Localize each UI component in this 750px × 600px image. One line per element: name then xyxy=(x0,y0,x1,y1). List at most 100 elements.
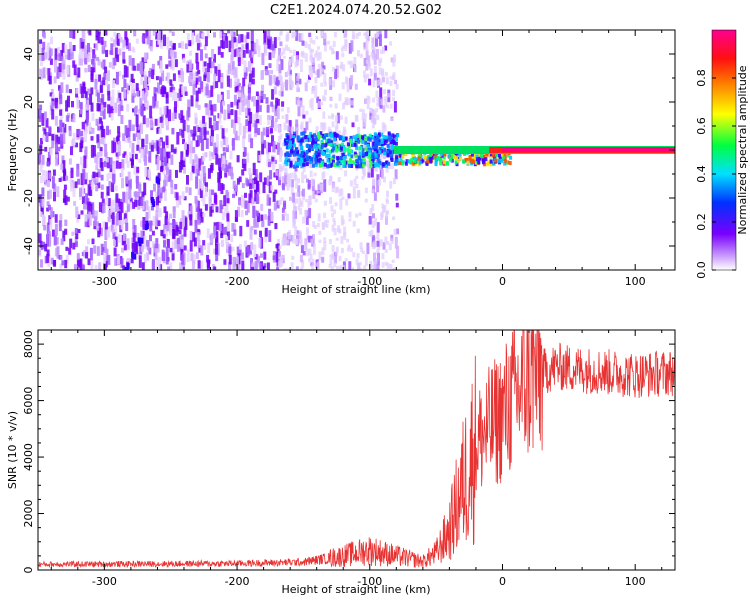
heatmap-cell xyxy=(332,80,336,88)
heatmap-cell xyxy=(381,70,385,77)
heatmap-cell xyxy=(332,159,335,164)
heatmap-cell xyxy=(373,240,377,249)
heatmap-cell xyxy=(191,32,195,45)
heatmap-cell xyxy=(226,198,230,204)
heatmap-cell xyxy=(178,235,182,248)
heatmap-cell xyxy=(313,144,316,149)
heatmap-cell xyxy=(205,138,209,149)
heatmap-cell xyxy=(308,248,312,255)
heatmap-cell xyxy=(204,103,208,108)
heatmap-cell xyxy=(42,32,46,39)
heatmap-cell xyxy=(373,138,377,142)
heatmap-cell xyxy=(393,228,397,236)
heatmap-cell xyxy=(284,156,288,161)
heatmap-cell xyxy=(95,177,99,184)
heatmap-cell xyxy=(77,128,81,136)
heatmap-cell xyxy=(124,37,128,46)
heatmap-cell xyxy=(322,95,326,101)
heatmap-cell xyxy=(189,50,193,56)
heatmap-cell xyxy=(166,239,170,248)
heatmap-cell xyxy=(94,153,98,163)
heatmap-cell xyxy=(59,255,63,260)
heatmap-cell xyxy=(386,104,390,109)
heatmap-cell xyxy=(246,32,250,39)
heatmap-cell xyxy=(261,52,265,66)
heatmap-cell xyxy=(60,50,64,57)
heatmap-cell xyxy=(394,79,398,85)
heatmap-cell xyxy=(285,162,289,167)
heatmap-cell xyxy=(384,45,388,51)
heatmap-cell xyxy=(295,88,299,93)
heatmap-cell xyxy=(46,170,50,181)
heatmap-cell xyxy=(384,151,388,156)
heatmap-cell xyxy=(206,228,210,239)
heatmap-cell xyxy=(317,152,321,157)
heatmap-cell xyxy=(378,78,382,85)
heatmap-cell xyxy=(365,63,369,71)
heatmap-cell xyxy=(149,46,153,52)
heatmap-cell xyxy=(378,59,382,67)
heatmap-cell xyxy=(258,238,262,248)
heatmap-cell xyxy=(100,61,104,68)
heatmap-cell xyxy=(364,140,368,150)
heatmap-cell xyxy=(246,152,250,163)
heatmap-cell xyxy=(307,179,311,188)
heatmap-cell xyxy=(206,71,210,83)
heatmap-cell xyxy=(332,162,336,167)
heatmap-cell xyxy=(132,133,136,142)
heatmap-cell xyxy=(275,169,279,176)
heatmap-cell xyxy=(60,55,64,61)
heatmap-cell xyxy=(358,163,362,168)
heatmap-cell xyxy=(390,153,394,158)
heatmap-cell xyxy=(114,35,118,44)
heatmap-cell xyxy=(246,246,250,257)
heatmap-cell xyxy=(230,119,234,128)
heatmap-cell xyxy=(79,38,83,50)
heatmap-cell xyxy=(230,109,234,115)
heatmap-cell xyxy=(135,175,139,189)
heatmap-cell xyxy=(352,186,356,199)
heatmap-cell xyxy=(166,221,170,232)
heatmap-cell xyxy=(114,47,118,59)
heatmap-cell xyxy=(169,213,172,219)
heatmap-cell xyxy=(49,58,53,65)
heatmap-cell xyxy=(47,190,51,200)
heatmap-cell xyxy=(260,253,263,258)
heatmap-cell xyxy=(252,162,256,175)
heatmap-cell xyxy=(294,226,298,237)
heatmap-cell xyxy=(211,130,214,137)
snr-panel: Height of straight line (km) SNR (10 * v… xyxy=(6,329,676,596)
heatmap-cell xyxy=(38,233,42,243)
heatmap-cell xyxy=(215,133,219,147)
heatmap-cell xyxy=(363,113,367,118)
heatmap-cell xyxy=(335,123,339,130)
heatmap-cell xyxy=(305,150,309,154)
heatmap-cell xyxy=(290,187,294,196)
heatmap-cell xyxy=(311,137,315,142)
heatmap-cell xyxy=(374,258,378,265)
heatmap-cell xyxy=(357,50,360,57)
heatmap-cell xyxy=(141,191,145,200)
heatmap-cell xyxy=(49,207,53,218)
heatmap-cell xyxy=(97,92,100,103)
heatmap-cell xyxy=(65,175,69,181)
heatmap-cell xyxy=(50,257,54,265)
heatmap-cell xyxy=(199,31,203,39)
heatmap-cell xyxy=(328,161,332,166)
heatmap-cell xyxy=(84,123,88,134)
heatmap-cell xyxy=(140,62,144,75)
heatmap-cell xyxy=(278,176,281,186)
heatmap-cell xyxy=(354,154,358,159)
heatmap-cell xyxy=(296,230,300,235)
heatmap-cell xyxy=(172,43,176,50)
heatmap-cell xyxy=(181,53,185,60)
heatmap-cell xyxy=(192,146,196,154)
heatmap-cell xyxy=(48,172,52,179)
heatmap-cell xyxy=(114,226,118,240)
heatmap-cell xyxy=(176,243,180,252)
heatmap-cell xyxy=(331,245,335,253)
heatmap-cell xyxy=(344,116,348,124)
heatmap-cell xyxy=(203,245,206,250)
heatmap-cell xyxy=(195,90,199,102)
heatmap-cell xyxy=(220,52,224,58)
